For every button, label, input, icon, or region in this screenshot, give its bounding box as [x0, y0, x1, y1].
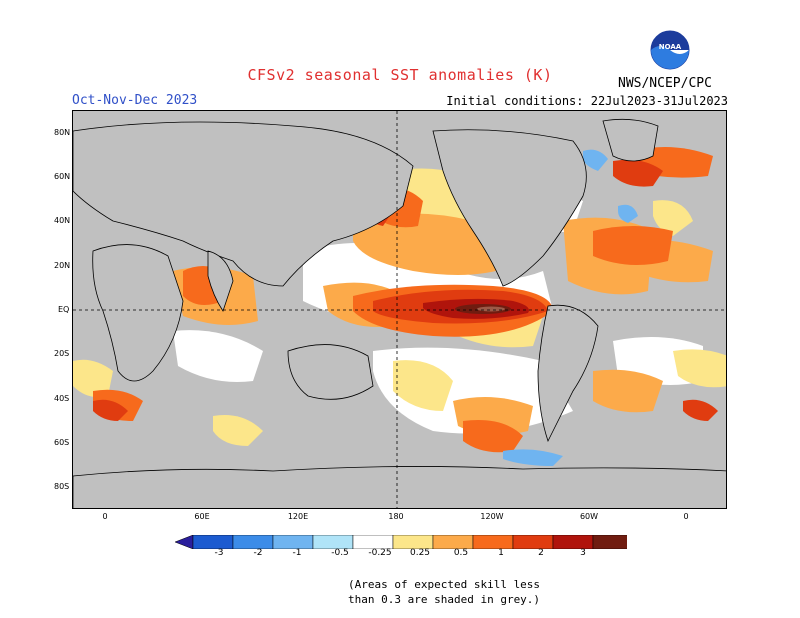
footnote-line: than 0.3 are shaded in grey.): [348, 593, 541, 606]
colorbar-cell: [552, 535, 594, 549]
agency-label: NWS/NCEP/CPC: [618, 76, 712, 91]
lat-label: 80N: [54, 128, 71, 137]
map-canvas: [73, 111, 726, 508]
colorbar-tick: -0.25: [368, 548, 392, 558]
colorbar-cell: [352, 535, 394, 549]
lon-label: 120E: [287, 512, 309, 521]
colorbar-tick: -1: [292, 548, 302, 558]
colorbar-tick: -3: [214, 548, 224, 558]
season-label: Oct-Nov-Dec 2023: [72, 93, 198, 108]
colorbar-tick: 0.5: [453, 548, 469, 558]
map-title: CFSv2 seasonal SST anomalies (K): [247, 66, 553, 84]
continents: [73, 118, 726, 508]
colorbar-tick: 3: [580, 548, 586, 558]
anomaly-extreme: [477, 306, 505, 312]
colorbar-cell: [592, 535, 627, 549]
lon-label: 120W: [480, 512, 504, 521]
colorbar-cell: [432, 535, 474, 549]
lat-label: 80S: [54, 482, 70, 491]
colorbar: [175, 535, 627, 549]
colorbar-cell: [272, 535, 314, 549]
colorbar-cell: [392, 535, 434, 549]
colorbar-tick: -2: [253, 548, 263, 558]
lat-label: 40S: [54, 394, 70, 403]
lon-label: 60E: [194, 512, 210, 521]
lat-label: 20N: [54, 261, 71, 270]
noaa-logo: NOAA: [650, 30, 690, 70]
footnote-line: (Areas of expected skill less: [348, 578, 541, 591]
lon-label: 0: [102, 512, 108, 521]
lon-label: 60W: [579, 512, 599, 521]
colorbar-cell: [232, 535, 274, 549]
initial-conditions-label: Initial conditions: 22Jul2023-31Jul2023: [446, 94, 728, 108]
colorbar-tick: 1: [498, 548, 504, 558]
colorbar-cell: [472, 535, 514, 549]
colorbar-cell: [512, 535, 554, 549]
sst-anomaly-map: [72, 110, 727, 509]
colorbar-cell: [312, 535, 354, 549]
lat-label: 60N: [54, 172, 71, 181]
lat-label: 20S: [54, 349, 70, 358]
colorbar-cell: [192, 535, 234, 549]
colorbar-arrow-low: [175, 535, 194, 549]
lon-label: 180: [388, 512, 404, 521]
skill-footnote: (Areas of expected skill less than 0.3 a…: [348, 577, 540, 607]
logo-text: NOAA: [659, 43, 682, 51]
colorbar-tick: 2: [538, 548, 544, 558]
lat-label: 60S: [54, 438, 70, 447]
lat-label: 40N: [54, 216, 71, 225]
lon-label: 0: [683, 512, 689, 521]
colorbar-tick: 0.25: [409, 548, 431, 558]
lat-label: EQ: [58, 305, 70, 314]
colorbar-tick: -0.5: [331, 548, 349, 558]
